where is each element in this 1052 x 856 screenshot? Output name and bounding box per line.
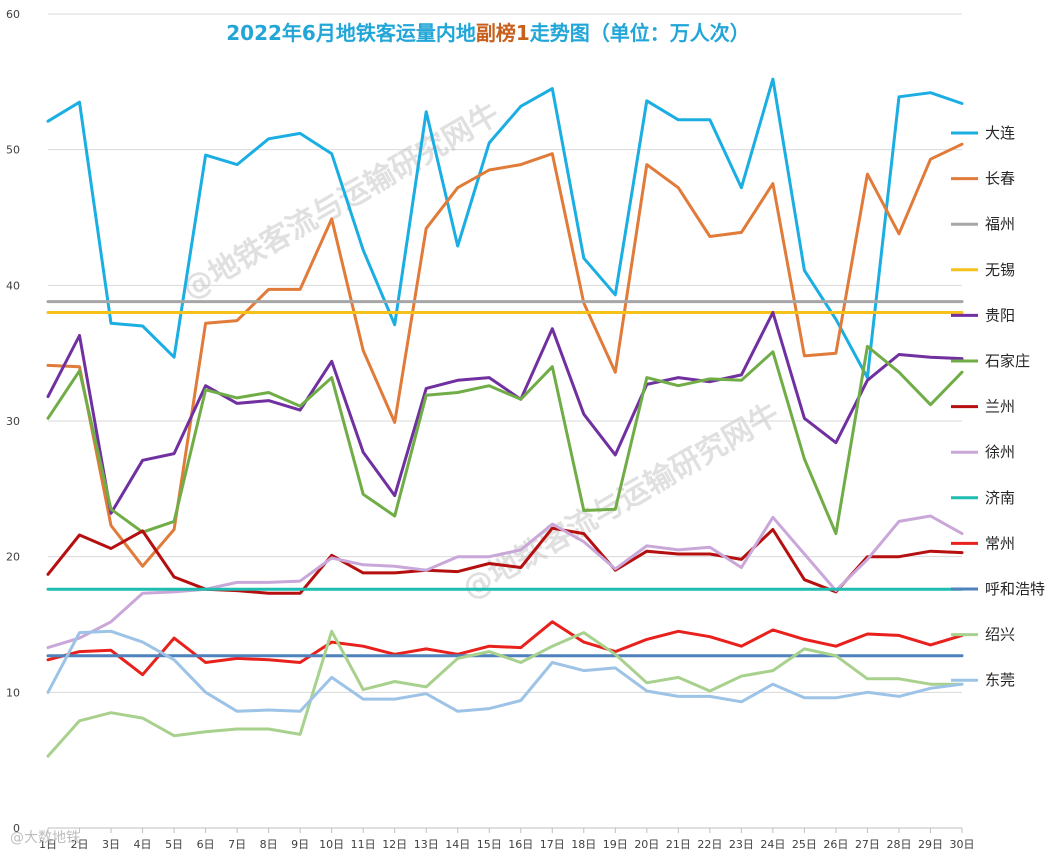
legend-label-8: 济南 [985,489,1015,507]
chart-title-text: 2022年6月地铁客运量内地副榜1走势图（单位：万人次） [226,21,750,45]
gridlines [48,13,962,693]
legend-label-2: 福州 [985,215,1015,233]
x-tick-label: 23日 [729,838,754,851]
series-line-12 [46,629,964,713]
series-line-9 [46,620,964,677]
x-tick-label: 22日 [697,838,722,851]
series-line-6 [46,526,964,595]
series-lines [46,77,964,758]
x-tick-label: 20日 [634,838,659,851]
x-tick-label: 30日 [950,838,975,851]
x-tick-label: 13日 [414,838,439,851]
x-tick-label: 1日 [39,838,57,851]
series-line-4 [46,311,964,515]
x-tick-label: 16日 [508,838,533,851]
legend-label-6: 兰州 [985,398,1015,416]
axes: 0 10 20 30 40 50 60 1日 2日 3日 4日 5日 6日 7日 8日 9日 10日 11日 12日… [6,8,975,851]
x-tick-label: 10日 [319,838,344,851]
y-tick-label: 0 [13,822,20,835]
x-tick-label: 5日 [165,838,183,851]
legend-label-1: 长春 [985,170,1015,188]
title-part-2: 走势图（单位：万人次） [530,21,750,45]
legend-label-9: 常州 [985,534,1015,552]
series-line-1 [46,142,964,568]
x-tick-label: 6日 [197,838,215,851]
x-tick-label: 25日 [792,838,817,851]
series-line-5 [46,344,964,536]
y-tick-label: 10 [6,686,20,699]
watermark-main-2: @地铁客流与运输研究网牛 [457,397,786,607]
x-tick-label: 27日 [855,838,880,851]
x-tick-label: 2日 [71,838,89,851]
legend-label-4: 贵阳 [985,306,1015,324]
x-tick-label: 19日 [603,838,628,851]
legend-label-7: 徐州 [985,443,1015,461]
watermark-corner: @大数地铁 [10,830,80,846]
legend-label-3: 无锡 [985,261,1015,279]
x-tick-label: 17日 [540,838,565,851]
x-tick-label: 26日 [823,838,848,851]
x-tick-label: 9日 [291,838,309,851]
x-tick-label: 28日 [886,838,911,851]
watermarks: @地铁客流与运输研究网牛 @地铁客流与运输研究网牛 @大数地铁 [10,97,786,846]
x-tick-label: 3日 [102,838,120,851]
x-tick-label: 4日 [134,838,152,851]
y-tick-label: 50 [6,144,20,157]
x-tick-label: 11日 [351,838,376,851]
title-part-0: 2022年6月地铁客运量内地 [226,21,476,45]
y-tick-label: 40 [6,279,20,292]
x-tick-label: 21日 [666,838,691,851]
legend-label-5: 石家庄 [985,352,1030,370]
watermark-main: @地铁客流与运输研究网牛 [177,97,506,307]
x-tick-label: 29日 [918,838,943,851]
series-line-0 [46,77,964,380]
y-tick-label: 20 [6,551,20,564]
x-tick-label: 14日 [445,838,470,851]
y-tick-label: 60 [6,8,20,21]
legend-label-12: 东莞 [985,671,1015,689]
x-tick-label: 7日 [228,838,246,851]
x-tick-label: 18日 [571,838,596,851]
title-part-1: 副榜1 [476,21,530,45]
x-tick-label: 24日 [760,838,785,851]
x-tick-label: 15日 [477,838,502,851]
legend-label-10: 呼和浩特 [985,580,1045,598]
legend-label-0: 大连 [985,124,1015,142]
chart-title: 2022年6月地铁客运量内地副榜1走势图（单位：万人次） [226,21,750,45]
x-tick-label: 12日 [382,838,407,851]
y-tick-label: 30 [6,415,20,428]
legend-label-11: 绍兴 [985,626,1015,644]
series-line-11 [46,629,964,758]
x-tick-label: 8日 [260,838,278,851]
